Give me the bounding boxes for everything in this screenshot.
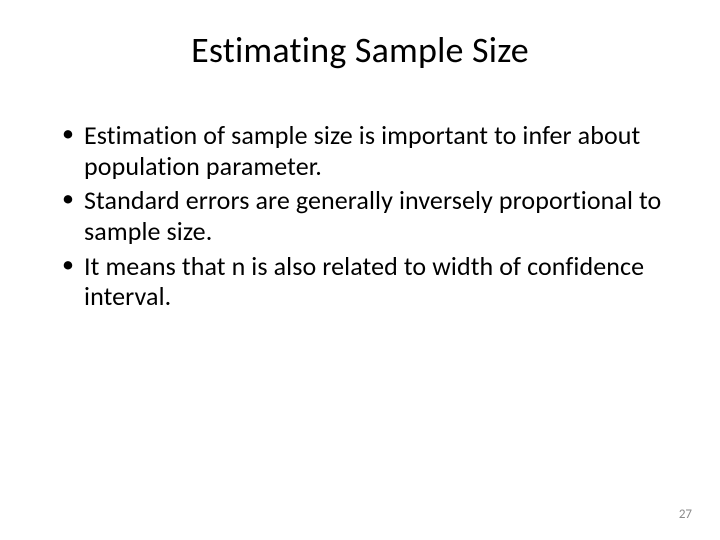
slide-container: Estimating Sample Size Estimation of sam… xyxy=(0,0,720,540)
bullet-list: Estimation of sample size is important t… xyxy=(50,120,670,312)
slide-title: Estimating Sample Size xyxy=(50,28,670,72)
page-number: 27 xyxy=(679,507,692,522)
bullet-item: Estimation of sample size is important t… xyxy=(62,120,670,181)
bullet-item: Standard errors are generally inversely … xyxy=(62,185,670,246)
bullet-item: It means that n is also related to width… xyxy=(62,251,670,312)
